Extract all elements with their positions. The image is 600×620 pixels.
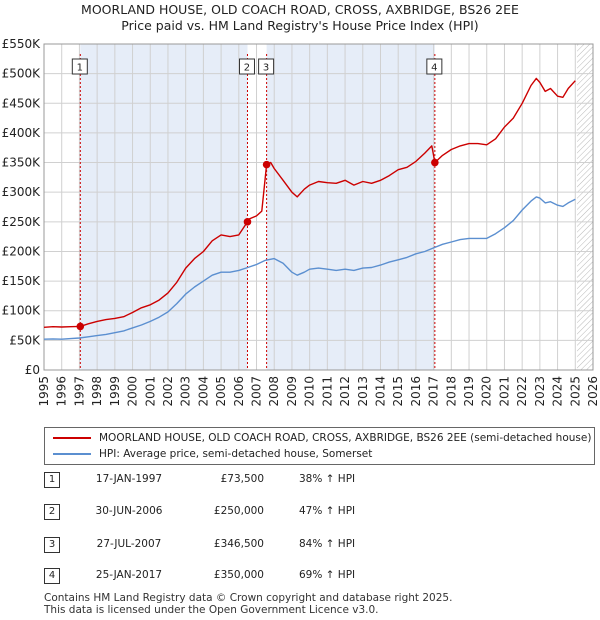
legend-item-property: MOORLAND HOUSE, OLD COACH ROAD, CROSS, A…: [53, 431, 591, 445]
footer-line-1: Contains HM Land Registry data © Crown c…: [44, 592, 453, 604]
x-tick-label: 2004: [196, 376, 210, 407]
y-tick-label: £200K: [2, 244, 42, 258]
y-tick-label: £50K: [9, 333, 41, 347]
row-date: 25-JAN-2017: [95, 569, 163, 581]
marker-box-3: [258, 58, 275, 75]
row-number-badge: 2: [44, 504, 60, 520]
x-tick-label: 2023: [533, 376, 547, 407]
marker-box-2: [238, 58, 255, 75]
y-tick-label: £500K: [2, 67, 42, 81]
x-tick-label: 2016: [409, 376, 423, 407]
x-tick-label: 2017: [427, 376, 441, 407]
price-chart: £0 £50K £100K £150K £200K £250K £300K £350K £400…: [2, 37, 600, 407]
row-date: 30-JUN-2006: [95, 505, 163, 517]
row-hpi: 84% ↑ HPI: [299, 538, 356, 550]
legend-swatch-property: [53, 437, 91, 439]
row-date: 17-JAN-1997: [95, 473, 163, 485]
x-tick-label: 2011: [320, 376, 334, 407]
sale-point-4: [431, 158, 439, 167]
hpi-line: [43, 196, 576, 340]
row-hpi: 69% ↑ HPI: [299, 569, 356, 581]
x-tick-label: 2014: [373, 376, 387, 407]
x-tick-label: 2012: [338, 376, 352, 407]
x-tick-label: 2021: [497, 376, 511, 407]
y-tick-label: £400K: [2, 126, 42, 140]
row-price: £346,500: [213, 538, 264, 550]
marker-label-2: 2: [244, 63, 250, 74]
marker-box-1: [71, 58, 88, 75]
x-tick-label: 2026: [586, 376, 600, 407]
sale-point-1: [76, 322, 85, 331]
x-tick-label: 2007: [250, 376, 264, 407]
legend-label-property: MOORLAND HOUSE, OLD COACH ROAD, CROSS, A…: [99, 432, 592, 444]
row-hpi: 47% ↑ HPI: [299, 505, 356, 517]
x-tick-label: 2015: [391, 376, 405, 407]
future-hatch: [577, 44, 593, 370]
table-row: 4 25-JAN-2017 £350,000 69% ↑ HPI: [44, 566, 444, 586]
x-tick-label: 2025: [568, 376, 582, 407]
marker-box-4: [426, 58, 443, 75]
y-tick-label: £150K: [2, 274, 42, 288]
legend-label-hpi: HPI: Average price, semi-detached house,…: [99, 448, 373, 460]
title-line-1: MOORLAND HOUSE, OLD COACH ROAD, CROSS, A…: [81, 2, 519, 17]
x-tick-label: 1999: [108, 376, 122, 407]
x-tick-label: 2022: [515, 376, 529, 407]
x-tick-label: 2024: [551, 376, 565, 407]
x-tick-label: 2010: [303, 376, 317, 407]
table-row: 1 17-JAN-1997 £73,500 38% ↑ HPI: [44, 470, 444, 490]
property-price-line: [43, 77, 576, 328]
x-tick-label: 1995: [37, 376, 51, 407]
title-line-2: Price paid vs. HM Land Registry's House …: [121, 18, 479, 33]
row-price: £350,000: [213, 569, 264, 581]
table-row: 3 27-JUL-2007 £346,500 84% ↑ HPI: [44, 535, 444, 555]
ownership-shade-2: [266, 44, 435, 370]
x-tick-label: 1997: [72, 376, 86, 407]
x-tick-label: 2000: [126, 376, 140, 407]
sale-point-3: [262, 160, 271, 169]
x-tick-label: 2006: [232, 376, 246, 407]
y-tick-label: £300K: [2, 185, 42, 199]
x-tick-label: 2002: [161, 376, 175, 407]
y-tick-label: £250K: [2, 215, 42, 229]
footer: Contains HM Land Registry data © Crown c…: [44, 592, 452, 616]
y-tick-label: £550K: [2, 37, 42, 51]
y-tick-label: £350K: [2, 156, 42, 170]
ownership-shade-1: [80, 44, 248, 370]
legend-item-hpi: HPI: Average price, semi-detached house,…: [53, 447, 372, 461]
y-tick-label: £0: [25, 363, 40, 377]
row-hpi: 38% ↑ HPI: [299, 473, 356, 485]
row-price: £250,000: [213, 505, 264, 517]
x-tick-label: 2001: [143, 376, 157, 407]
row-number-badge: 3: [44, 537, 60, 553]
x-tick-label: 1996: [55, 376, 69, 407]
table-row: 2 30-JUN-2006 £250,000 47% ↑ HPI: [44, 502, 444, 522]
x-tick-label: 2013: [356, 376, 370, 407]
chart-title: MOORLAND HOUSE, OLD COACH ROAD, CROSS, A…: [0, 2, 600, 34]
marker-label-1: 1: [77, 63, 83, 74]
x-tick-label: 2020: [480, 376, 494, 407]
row-date: 27-JUL-2007: [96, 538, 162, 550]
legend-swatch-hpi: [53, 453, 91, 455]
y-tick-label: £100K: [2, 304, 42, 318]
row-price: £73,500: [220, 473, 264, 485]
x-tick-label: 2019: [462, 376, 476, 407]
row-number-badge: 1: [44, 472, 60, 488]
x-tick-label: 2008: [267, 376, 281, 407]
x-tick-label: 2018: [444, 376, 458, 407]
plot-frame: [43, 43, 594, 371]
x-tick-label: 2009: [285, 376, 299, 407]
sale-point-2: [243, 218, 252, 226]
x-tick-label: 1998: [90, 376, 104, 407]
marker-label-4: 4: [431, 63, 437, 74]
x-tick-label: 2003: [179, 376, 193, 407]
legend: MOORLAND HOUSE, OLD COACH ROAD, CROSS, A…: [44, 427, 595, 465]
x-tick-label: 2005: [214, 376, 228, 407]
y-tick-label: £450K: [2, 96, 42, 110]
row-number-badge: 4: [44, 568, 60, 584]
footer-line-2: This data is licensed under the Open Gov…: [44, 604, 379, 616]
marker-label-3: 3: [263, 63, 269, 74]
